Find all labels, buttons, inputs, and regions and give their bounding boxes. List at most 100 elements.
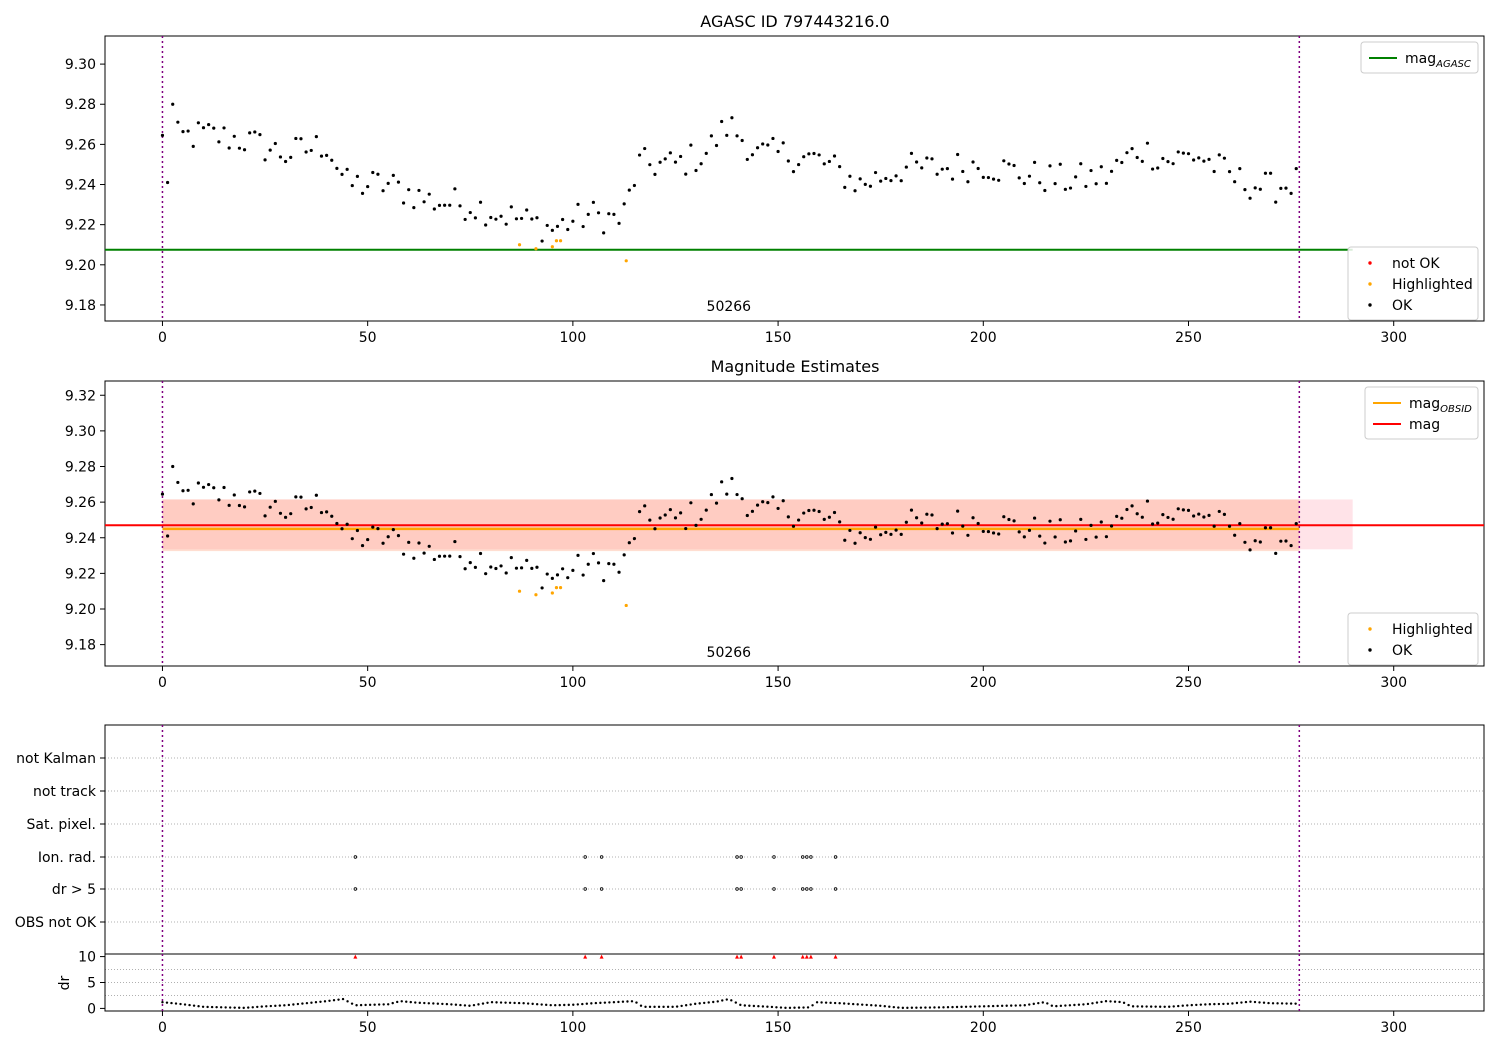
- ok-point: [1109, 169, 1114, 173]
- ok-point: [1068, 186, 1073, 190]
- ok-point: [555, 573, 560, 577]
- ok-point: [591, 551, 595, 556]
- y-tick-label: 9.20: [65, 258, 96, 274]
- ok-point: [1038, 534, 1042, 538]
- dr-point: [590, 1002, 593, 1005]
- dr-point: [1068, 1004, 1072, 1007]
- dr-point: [707, 1001, 710, 1004]
- ok-point: [422, 200, 426, 204]
- ok-point: [355, 528, 360, 533]
- dr-point: [906, 1006, 909, 1010]
- dr-point: [721, 999, 724, 1002]
- flag-marker: [599, 887, 604, 891]
- ok-point: [253, 489, 257, 493]
- ok-point: [473, 565, 478, 569]
- ok-point: [904, 520, 908, 524]
- ok-point: [550, 576, 554, 581]
- ok-point: [1012, 519, 1016, 523]
- ok-point: [258, 132, 262, 137]
- ok-point: [227, 146, 231, 150]
- x-tick-label: 300: [1380, 675, 1407, 691]
- dr-point: [1014, 1004, 1017, 1007]
- ok-point: [1192, 514, 1196, 518]
- ok-point: [396, 534, 401, 538]
- ok-point: [1294, 166, 1298, 171]
- ok-point: [1068, 539, 1073, 543]
- dr-point: [851, 1002, 855, 1006]
- ok-point: [571, 219, 575, 223]
- x-tick-label: 200: [970, 330, 997, 346]
- ok-point: [1207, 157, 1211, 161]
- ok-point: [766, 143, 770, 147]
- y-tick-label: 9.18: [65, 298, 96, 314]
- ok-point: [586, 212, 590, 217]
- ok-point: [345, 522, 349, 526]
- dr-point: [314, 1001, 318, 1004]
- flag-marker: [809, 855, 813, 859]
- dr-point: [368, 1003, 372, 1007]
- ok-point: [755, 146, 760, 150]
- ok-point: [843, 185, 847, 189]
- ok-point: [1007, 517, 1011, 522]
- flag-label: not track: [33, 784, 97, 800]
- ok-point: [909, 151, 914, 155]
- ok-point: [607, 212, 611, 216]
- ok-point: [1084, 537, 1088, 542]
- ok-point: [1053, 182, 1057, 186]
- ok-point: [417, 541, 421, 545]
- dr-point: [1037, 1001, 1040, 1005]
- ok-point: [1140, 159, 1144, 163]
- ok-point: [848, 174, 852, 178]
- y-tick-label: 9.22: [65, 218, 96, 234]
- ok-point: [304, 507, 308, 511]
- dr-point: [883, 1005, 886, 1008]
- ok-point: [684, 172, 688, 176]
- dr-point: [1064, 1004, 1067, 1007]
- ok-point: [945, 522, 949, 526]
- ok-point: [771, 495, 775, 499]
- flag-marker: [583, 855, 587, 859]
- dr-point: [1136, 1005, 1139, 1008]
- flag-marker: [833, 887, 838, 891]
- dr-point: [888, 1005, 891, 1008]
- y-tick-label: 9.24: [65, 178, 96, 194]
- ok-point: [545, 572, 549, 576]
- dr-point: [179, 1002, 182, 1006]
- ok-point: [299, 495, 303, 499]
- ok-point: [607, 562, 611, 566]
- dr-point: [806, 1006, 810, 1009]
- dr-point: [165, 1001, 169, 1004]
- ok-point: [1012, 163, 1016, 168]
- ok-point: [966, 533, 970, 537]
- dr-panel: dr 0 50 100 150 200 250 300 0 5 10: [57, 950, 1485, 1036]
- ok-point: [1125, 151, 1129, 155]
- y-tick-label: 9.20: [65, 602, 96, 618]
- flag-marker: [739, 887, 743, 891]
- legend-bottom-label: not OK: [1392, 256, 1440, 272]
- ok-point: [853, 541, 857, 545]
- ok-point: [617, 221, 621, 225]
- dr-clipped-marker: [804, 954, 809, 959]
- ok-point: [366, 184, 370, 189]
- ok-point: [289, 155, 293, 159]
- ok-point: [222, 126, 226, 130]
- dr-point: [703, 1001, 706, 1005]
- dr-point: [951, 1005, 954, 1009]
- ok-point: [371, 525, 375, 529]
- legend-bottom-dot-marker: [1368, 261, 1372, 265]
- dr-point: [441, 1002, 444, 1006]
- ok-point: [1274, 551, 1278, 555]
- dr-point: [192, 1004, 196, 1007]
- ok-point: [750, 153, 755, 157]
- ok-point: [591, 200, 595, 204]
- ok-point: [576, 553, 580, 557]
- ok-point: [1279, 186, 1283, 190]
- ok-point: [443, 203, 447, 207]
- ok-point: [540, 239, 544, 243]
- dr-point: [432, 1002, 435, 1005]
- dr-point: [1213, 1002, 1216, 1006]
- x-tick-label: 300: [1380, 1020, 1407, 1036]
- ok-point: [1150, 522, 1155, 526]
- ok-point: [1181, 151, 1185, 155]
